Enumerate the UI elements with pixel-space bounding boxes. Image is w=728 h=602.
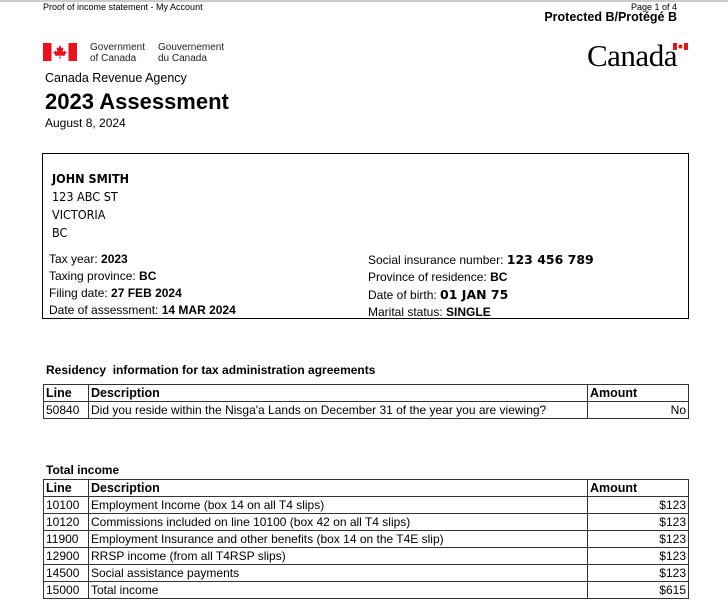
agency-name: Canada Revenue Agency (45, 71, 187, 85)
table-header: Line Description Amount (43, 384, 689, 402)
canada-wordmark: Canada (587, 38, 677, 73)
page-number: Page 1 of 4 (630, 2, 677, 12)
residency-title: Residency information for tax administra… (46, 363, 376, 377)
table-row: 10100 Employment Income (box 14 on all T4… (43, 496, 689, 514)
tax-year: Tax year: 2023 (49, 252, 128, 266)
table-row: 15000 Total income $615 (43, 581, 689, 599)
government-fr: Gouvernement du Canada (158, 42, 225, 64)
taxing-province: Taxing province: BC (49, 269, 157, 283)
province-of-residence: Province of residence: BC (368, 270, 508, 284)
date-of-birth: Date of birth: 01 JAN 75 (368, 287, 509, 302)
table-row: 10120 Commissions included on line 10100 … (43, 513, 689, 531)
page-title: 2023 Assessment (45, 89, 229, 114)
government-en: Government of Canada (90, 42, 146, 64)
wordmark-flag-icon (673, 43, 688, 50)
residency-table: Line Description Amount 50840 Did you resid… (43, 384, 689, 419)
table-row: 50840 Did you reside within the Nisga'a L… (43, 401, 689, 419)
statement-date: August 8, 2024 (45, 116, 126, 130)
assessment-date: Date of assessment: 14 MAR 2024 (49, 303, 236, 317)
marital-status: Marital status: SINGLE (368, 305, 491, 319)
info-left: Tax year: 2023 Taxing province: BC Filin… (49, 251, 236, 319)
document-label: Proof of income statement - My Account (43, 2, 203, 12)
canada-flag-icon (43, 43, 77, 61)
income-table: Line Description Amount 10100 Employment In… (43, 479, 689, 599)
income-title: Total income (46, 463, 120, 477)
address-line: BC (52, 225, 68, 240)
table-row: 12900 RRSP income (from all T4RSP slips) $… (43, 547, 689, 565)
table-row: 14500 Social assistance payments $123 (43, 564, 689, 582)
address-line: 123 ABC ST (52, 189, 118, 204)
taxpayer-box (42, 153, 689, 319)
top-border (0, 0, 728, 2)
protected-label: Protected B/Protégé B (544, 10, 677, 24)
address-line: VICTORIA (52, 207, 106, 222)
table-row: 11900 Employment Insurance and other bene… (43, 530, 689, 548)
taxpayer-name: JOHN SMITH (52, 171, 130, 186)
filing-date: Filing date: 27 FEB 2024 (49, 286, 182, 300)
info-right: Social insurance number: 123 456 789 Pro… (368, 251, 594, 321)
table-header: Line Description Amount (43, 479, 689, 497)
sin: Social insurance number: 123 456 789 (368, 252, 594, 267)
